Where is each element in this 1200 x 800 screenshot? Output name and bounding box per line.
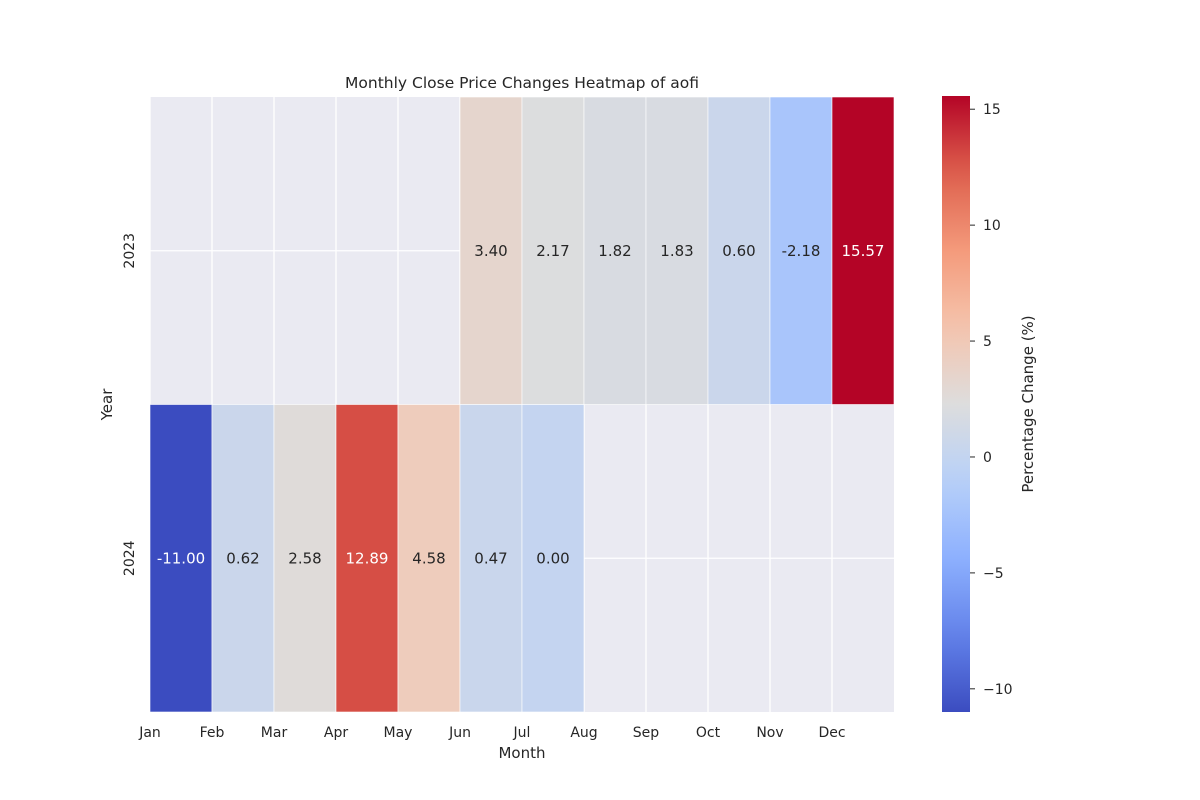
heatmap-cell [273, 404, 337, 713]
heatmap-cell [459, 96, 523, 405]
x-tick-label: Oct [696, 725, 721, 741]
x-tick-label: Jul [513, 725, 531, 741]
x-axis-label: Month [498, 744, 545, 762]
chart-title: Monthly Close Price Changes Heatmap of a… [345, 74, 699, 92]
heatmap-cell [707, 96, 771, 405]
heatmap-cell [459, 404, 523, 713]
heatmap-cell [583, 96, 647, 405]
cell-value-label: 1.82 [598, 242, 631, 260]
heatmap-cell [769, 96, 833, 405]
colorbar-gradient [942, 96, 970, 712]
colorbar-tick-label: −5 [983, 566, 1004, 582]
heatmap-cell [521, 96, 585, 405]
cell-value-label: -11.00 [157, 549, 205, 567]
y-tick-label: 2023 [122, 233, 138, 269]
cell-value-label: 2.58 [288, 549, 321, 567]
heatmap-cell [149, 404, 213, 713]
colorbar-tick-label: 5 [983, 334, 992, 350]
x-tick-label: Mar [261, 725, 288, 741]
cell-value-label: 0.60 [722, 242, 755, 260]
x-tick-label: Dec [818, 725, 845, 741]
plot-area: 3.40 2.17 1.82 1.83 0.60 -2.18 15.57 -11.00 0.62… [149, 96, 895, 713]
cell-value-label: 12.89 [346, 549, 389, 567]
heatmap-cell [831, 96, 895, 405]
heatmap-cell [397, 404, 461, 713]
colorbar-tick-label: −10 [983, 682, 1013, 698]
colorbar-tick-label: 15 [983, 102, 1001, 118]
cell-value-label: 3.40 [474, 242, 507, 260]
cell-value-label: 1.83 [660, 242, 693, 260]
heatmap-cell [645, 96, 709, 405]
x-tick-label: Nov [756, 725, 783, 741]
heatmap-cells [149, 96, 895, 713]
cell-value-label: 4.58 [412, 549, 445, 567]
colorbar-tick-label: 0 [983, 450, 992, 466]
x-tick-label: Jan [138, 725, 161, 741]
colorbar-tick-label: 10 [983, 218, 1001, 234]
heatmap-cell-labels: 3.40 2.17 1.82 1.83 0.60 -2.18 15.57 -11.00 0.62… [157, 242, 885, 568]
x-axis-ticks: Jan Feb Mar Apr May Jun Jul Aug Sep Oct Nov Dec [138, 725, 845, 741]
colorbar-ticks: −10 −5 0 5 10 15 [970, 102, 1013, 698]
x-tick-label: Feb [200, 725, 225, 741]
x-tick-label: Sep [633, 725, 660, 741]
heatmap-cell [335, 404, 399, 713]
colorbar: −10 −5 0 5 10 15 Percentage Change (%) [942, 96, 1037, 712]
cell-value-label: -2.18 [782, 242, 821, 260]
x-tick-label: Apr [324, 725, 348, 741]
heatmap-cell [521, 404, 585, 713]
x-tick-label: May [384, 725, 413, 741]
colorbar-label: Percentage Change (%) [1019, 315, 1037, 492]
y-tick-label: 2024 [122, 540, 138, 576]
cell-value-label: 2.17 [536, 242, 569, 260]
x-tick-label: Jun [448, 725, 471, 741]
cell-value-label: 15.57 [842, 242, 885, 260]
heatmap-cell [211, 404, 275, 713]
cell-value-label: 0.62 [226, 549, 259, 567]
x-tick-label: Aug [570, 725, 597, 741]
y-axis-label: Year [98, 388, 116, 422]
y-axis-ticks: 2023 2024 [122, 233, 138, 576]
cell-value-label: 0.00 [536, 549, 569, 567]
cell-value-label: 0.47 [474, 549, 507, 567]
